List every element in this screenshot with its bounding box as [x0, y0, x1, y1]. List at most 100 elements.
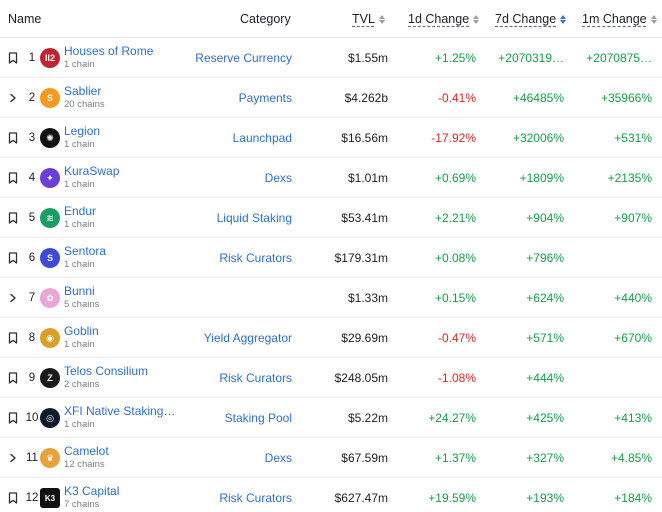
change-1d-value: -17.92% [431, 131, 476, 145]
expand-chevron-icon[interactable] [4, 278, 22, 318]
change-7d-value: +571% [526, 331, 564, 345]
protocol-logo-icon: ✦ [40, 168, 60, 188]
protocol-name-cell: XFI Native Staking… 1 chain [64, 404, 188, 431]
protocol-name-cell: Bunni 5 chains [64, 284, 188, 311]
category-link[interactable]: Risk Curators [219, 251, 292, 265]
protocol-name-cell: K3 Capital 7 chains [64, 484, 188, 511]
change-1d-value: -0.41% [437, 91, 476, 105]
table-row: 12 K3 K3 Capital 7 chains Risk Curators $627.… [0, 478, 662, 512]
header-7d-change-sort[interactable]: 7d Change [495, 0, 567, 38]
change-1d-value: +0.69% [434, 171, 476, 185]
protocol-logo-icon: ✿ [40, 288, 60, 308]
bookmark-icon[interactable] [4, 318, 22, 358]
protocol-logo-icon: S [40, 248, 60, 268]
protocol-logo-icon: ◉ [40, 328, 60, 348]
rank-number: 10 [25, 412, 39, 424]
header-category-label: Category [240, 12, 291, 26]
table-row: 9 Z Telos Consilium 2 chains Risk Curators $2… [0, 358, 662, 398]
tvl-value: $627.47m [334, 491, 388, 505]
protocol-logo-icon: II2 [40, 48, 60, 68]
rank-number: 2 [28, 92, 36, 104]
bookmark-icon[interactable] [4, 118, 22, 158]
header-7d-change-label: 7d Change [495, 12, 557, 26]
header-1m-change-label: 1m Change [582, 12, 647, 26]
change-1m-value: +413% [614, 411, 652, 425]
chains-count: 12 chains [64, 459, 105, 470]
change-7d-value: +32006% [512, 131, 564, 145]
protocol-name-link[interactable]: Sentora [64, 244, 107, 258]
category-link[interactable] [190, 278, 292, 318]
header-1m-change-sort[interactable]: 1m Change [582, 0, 657, 38]
tvl-value: $16.56m [341, 131, 388, 145]
expand-chevron-icon[interactable] [4, 78, 22, 118]
sort-icon [560, 14, 567, 24]
table-row: 5 ≋ Endur 1 chain Liquid Staking $53.41m +2.21… [0, 198, 662, 238]
category-link[interactable]: Yield Aggregator [203, 331, 292, 345]
tvl-value: $53.41m [341, 211, 388, 225]
category-link[interactable]: Risk Curators [219, 491, 292, 505]
change-1d-value: +24.27% [428, 411, 476, 425]
bookmark-icon[interactable] [4, 398, 22, 438]
rank-number: 9 [28, 372, 36, 384]
bookmark-icon[interactable] [4, 38, 22, 78]
chains-count: 2 chains [64, 379, 100, 390]
bookmark-icon[interactable] [4, 198, 22, 238]
category-link[interactable]: Risk Curators [219, 371, 292, 385]
expand-chevron-icon[interactable] [4, 438, 22, 478]
bookmark-icon[interactable] [4, 158, 22, 198]
category-link[interactable]: Reserve Currency [195, 51, 292, 65]
protocol-logo-icon: ✺ [40, 128, 60, 148]
protocol-name-link[interactable]: Camelot [64, 444, 109, 458]
protocol-name-link[interactable]: Legion [64, 124, 101, 138]
header-tvl-sort[interactable]: TVL [352, 0, 385, 38]
category-link[interactable]: Payments [238, 91, 292, 105]
protocol-name-link[interactable]: Endur [64, 204, 97, 218]
chains-count: 7 chains [64, 499, 100, 510]
category-link[interactable]: Liquid Staking [216, 211, 292, 225]
sort-icon [650, 14, 657, 24]
chains-count: 1 chain [64, 179, 95, 190]
header-tvl-label: TVL [352, 12, 375, 26]
category-link[interactable]: Staking Pool [224, 411, 292, 425]
tvl-value: $1.55m [347, 51, 388, 65]
table-row: 8 ◉ Goblin 1 chain Yield Aggregator $29.69m -0… [0, 318, 662, 358]
protocol-name-cell: KuraSwap 1 chain [64, 164, 188, 191]
header-1d-change-sort[interactable]: 1d Change [408, 0, 480, 38]
protocol-logo-icon: Z [40, 368, 60, 388]
change-1d-value: -1.08% [437, 371, 476, 385]
chains-count: 1 chain [64, 59, 95, 70]
change-1m-value: +440% [614, 291, 652, 305]
protocol-name-cell: Telos Consilium 2 chains [64, 364, 188, 391]
change-1m-value: +531% [614, 131, 652, 145]
rank-number: 11 [26, 452, 38, 464]
table-row: 11 ♛ Camelot 12 chains Dexs $67.59m +1.37% +327… [0, 438, 662, 478]
change-7d-value: +1809% [519, 171, 564, 185]
protocol-name-link[interactable]: Sablier [64, 84, 102, 98]
table-row: 2 S Sablier 20 chains Payments $4.262b -0.41% +… [0, 78, 662, 118]
bookmark-icon[interactable] [4, 358, 22, 398]
change-1d-value: +1.25% [434, 51, 476, 65]
protocol-name-link[interactable]: XFI Native Staking… [64, 404, 176, 418]
rank-number: 4 [28, 172, 36, 184]
protocol-name-link[interactable]: Goblin [64, 324, 99, 338]
table-row: 7 ✿ Bunni 5 chains $1.33m +0.15% +624% +440% [0, 278, 662, 318]
protocol-logo-icon: S [40, 88, 60, 108]
change-1m-value: +35966% [600, 91, 652, 105]
protocol-name-link[interactable]: Houses of Rome [64, 44, 154, 58]
protocol-logo-icon: K3 [40, 488, 60, 508]
change-1d-value: +0.15% [434, 291, 476, 305]
protocol-name-link[interactable]: Bunni [64, 284, 95, 298]
protocol-logo-icon: ◎ [40, 408, 60, 428]
change-1d-value: +1.37% [434, 451, 476, 465]
category-link[interactable]: Dexs [264, 451, 292, 465]
protocol-name-link[interactable]: K3 Capital [64, 484, 120, 498]
protocol-name-link[interactable]: KuraSwap [64, 164, 120, 178]
header-name: Name [8, 0, 41, 38]
category-link[interactable]: Launchpad [232, 131, 292, 145]
protocol-name-link[interactable]: Telos Consilium [64, 364, 149, 378]
tvl-value: $4.262b [344, 91, 388, 105]
category-link[interactable]: Dexs [264, 171, 292, 185]
bookmark-icon[interactable] [4, 238, 22, 278]
bookmark-icon[interactable] [4, 478, 22, 512]
change-7d-value: +904% [526, 211, 564, 225]
